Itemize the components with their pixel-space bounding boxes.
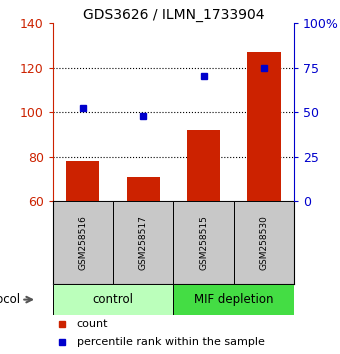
Bar	[173, 201, 234, 284]
Text: percentile rank within the sample: percentile rank within the sample	[77, 337, 265, 347]
Bar	[66, 161, 100, 201]
Bar	[53, 284, 173, 315]
Bar	[126, 177, 160, 201]
Bar	[247, 52, 280, 201]
Bar	[173, 284, 294, 315]
Text: protocol: protocol	[0, 293, 21, 306]
Text: MIF depletion: MIF depletion	[194, 293, 273, 306]
Bar	[234, 201, 294, 284]
Bar	[53, 201, 113, 284]
Text: GSM258516: GSM258516	[79, 215, 87, 270]
Text: control: control	[92, 293, 134, 306]
Text: GSM258517: GSM258517	[139, 215, 148, 270]
Text: GSM258530: GSM258530	[259, 215, 268, 270]
Title: GDS3626 / ILMN_1733904: GDS3626 / ILMN_1733904	[83, 8, 264, 22]
Text: GSM258515: GSM258515	[199, 215, 208, 270]
Bar	[187, 130, 220, 201]
Bar	[113, 201, 173, 284]
Text: count: count	[77, 319, 108, 329]
